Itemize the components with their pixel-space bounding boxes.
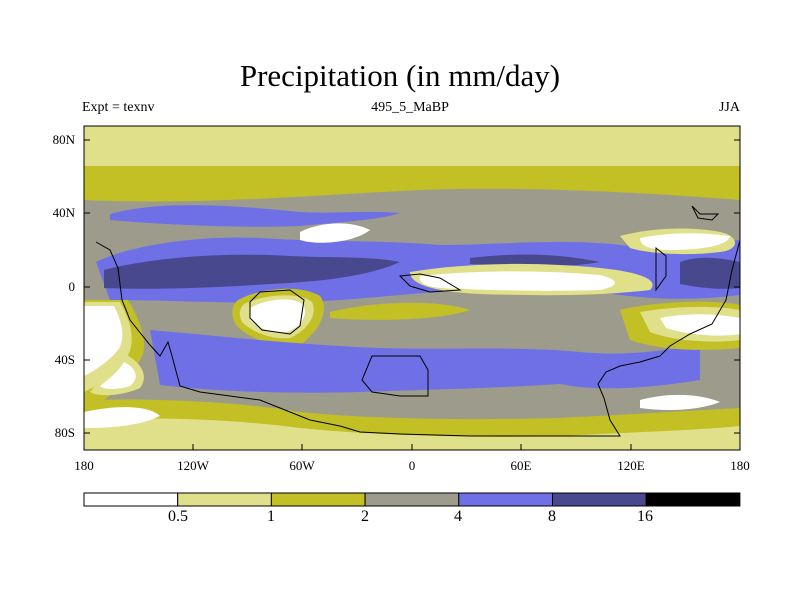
lat-label-80s: 80S (54, 425, 75, 440)
colorbar-swatch (177, 492, 272, 507)
lon-label-0: 0 (408, 458, 416, 473)
lat-label-0: 0 (68, 279, 76, 294)
lon-label-180w: 180 (74, 458, 94, 473)
colorbar (83, 492, 741, 507)
colorbar-label: 2 (361, 508, 369, 525)
lon-label-120w: 120W (177, 458, 209, 473)
contour-fill (84, 126, 740, 450)
lon-label-60w: 60W (289, 458, 315, 473)
lon-label-60e: 60E (510, 458, 532, 473)
lat-label-40s: 40S (54, 352, 75, 367)
coastlines (95, 205, 741, 437)
colorbar-label: 4 (454, 508, 462, 525)
lon-label-180e: 180 (730, 458, 750, 473)
lat-label-40n: 40N (52, 205, 75, 220)
experiment-label: Expt = texnv (82, 100, 155, 115)
chart-title: Precipitation (in mm/day) (239, 58, 561, 93)
colorbar-label: 0.5 (168, 508, 188, 525)
colorbar-swatch (458, 492, 553, 507)
lon-label-120e: 120E (617, 458, 645, 473)
season-label: JJA (718, 100, 740, 115)
lat-label-80n: 80N (52, 132, 75, 147)
colorbar-swatch (83, 492, 179, 507)
colorbar-swatch (645, 492, 741, 507)
axis-ticks (84, 139, 740, 450)
colorbar-swatch (552, 492, 647, 507)
period-label: 495_5_MaBP (371, 100, 449, 115)
colorbar-label: 8 (548, 508, 556, 525)
colorbar-label: 16 (637, 508, 653, 525)
colorbar-label: 1 (267, 508, 275, 525)
colorbar-swatch (364, 492, 460, 507)
colorbar-swatch (270, 492, 366, 507)
